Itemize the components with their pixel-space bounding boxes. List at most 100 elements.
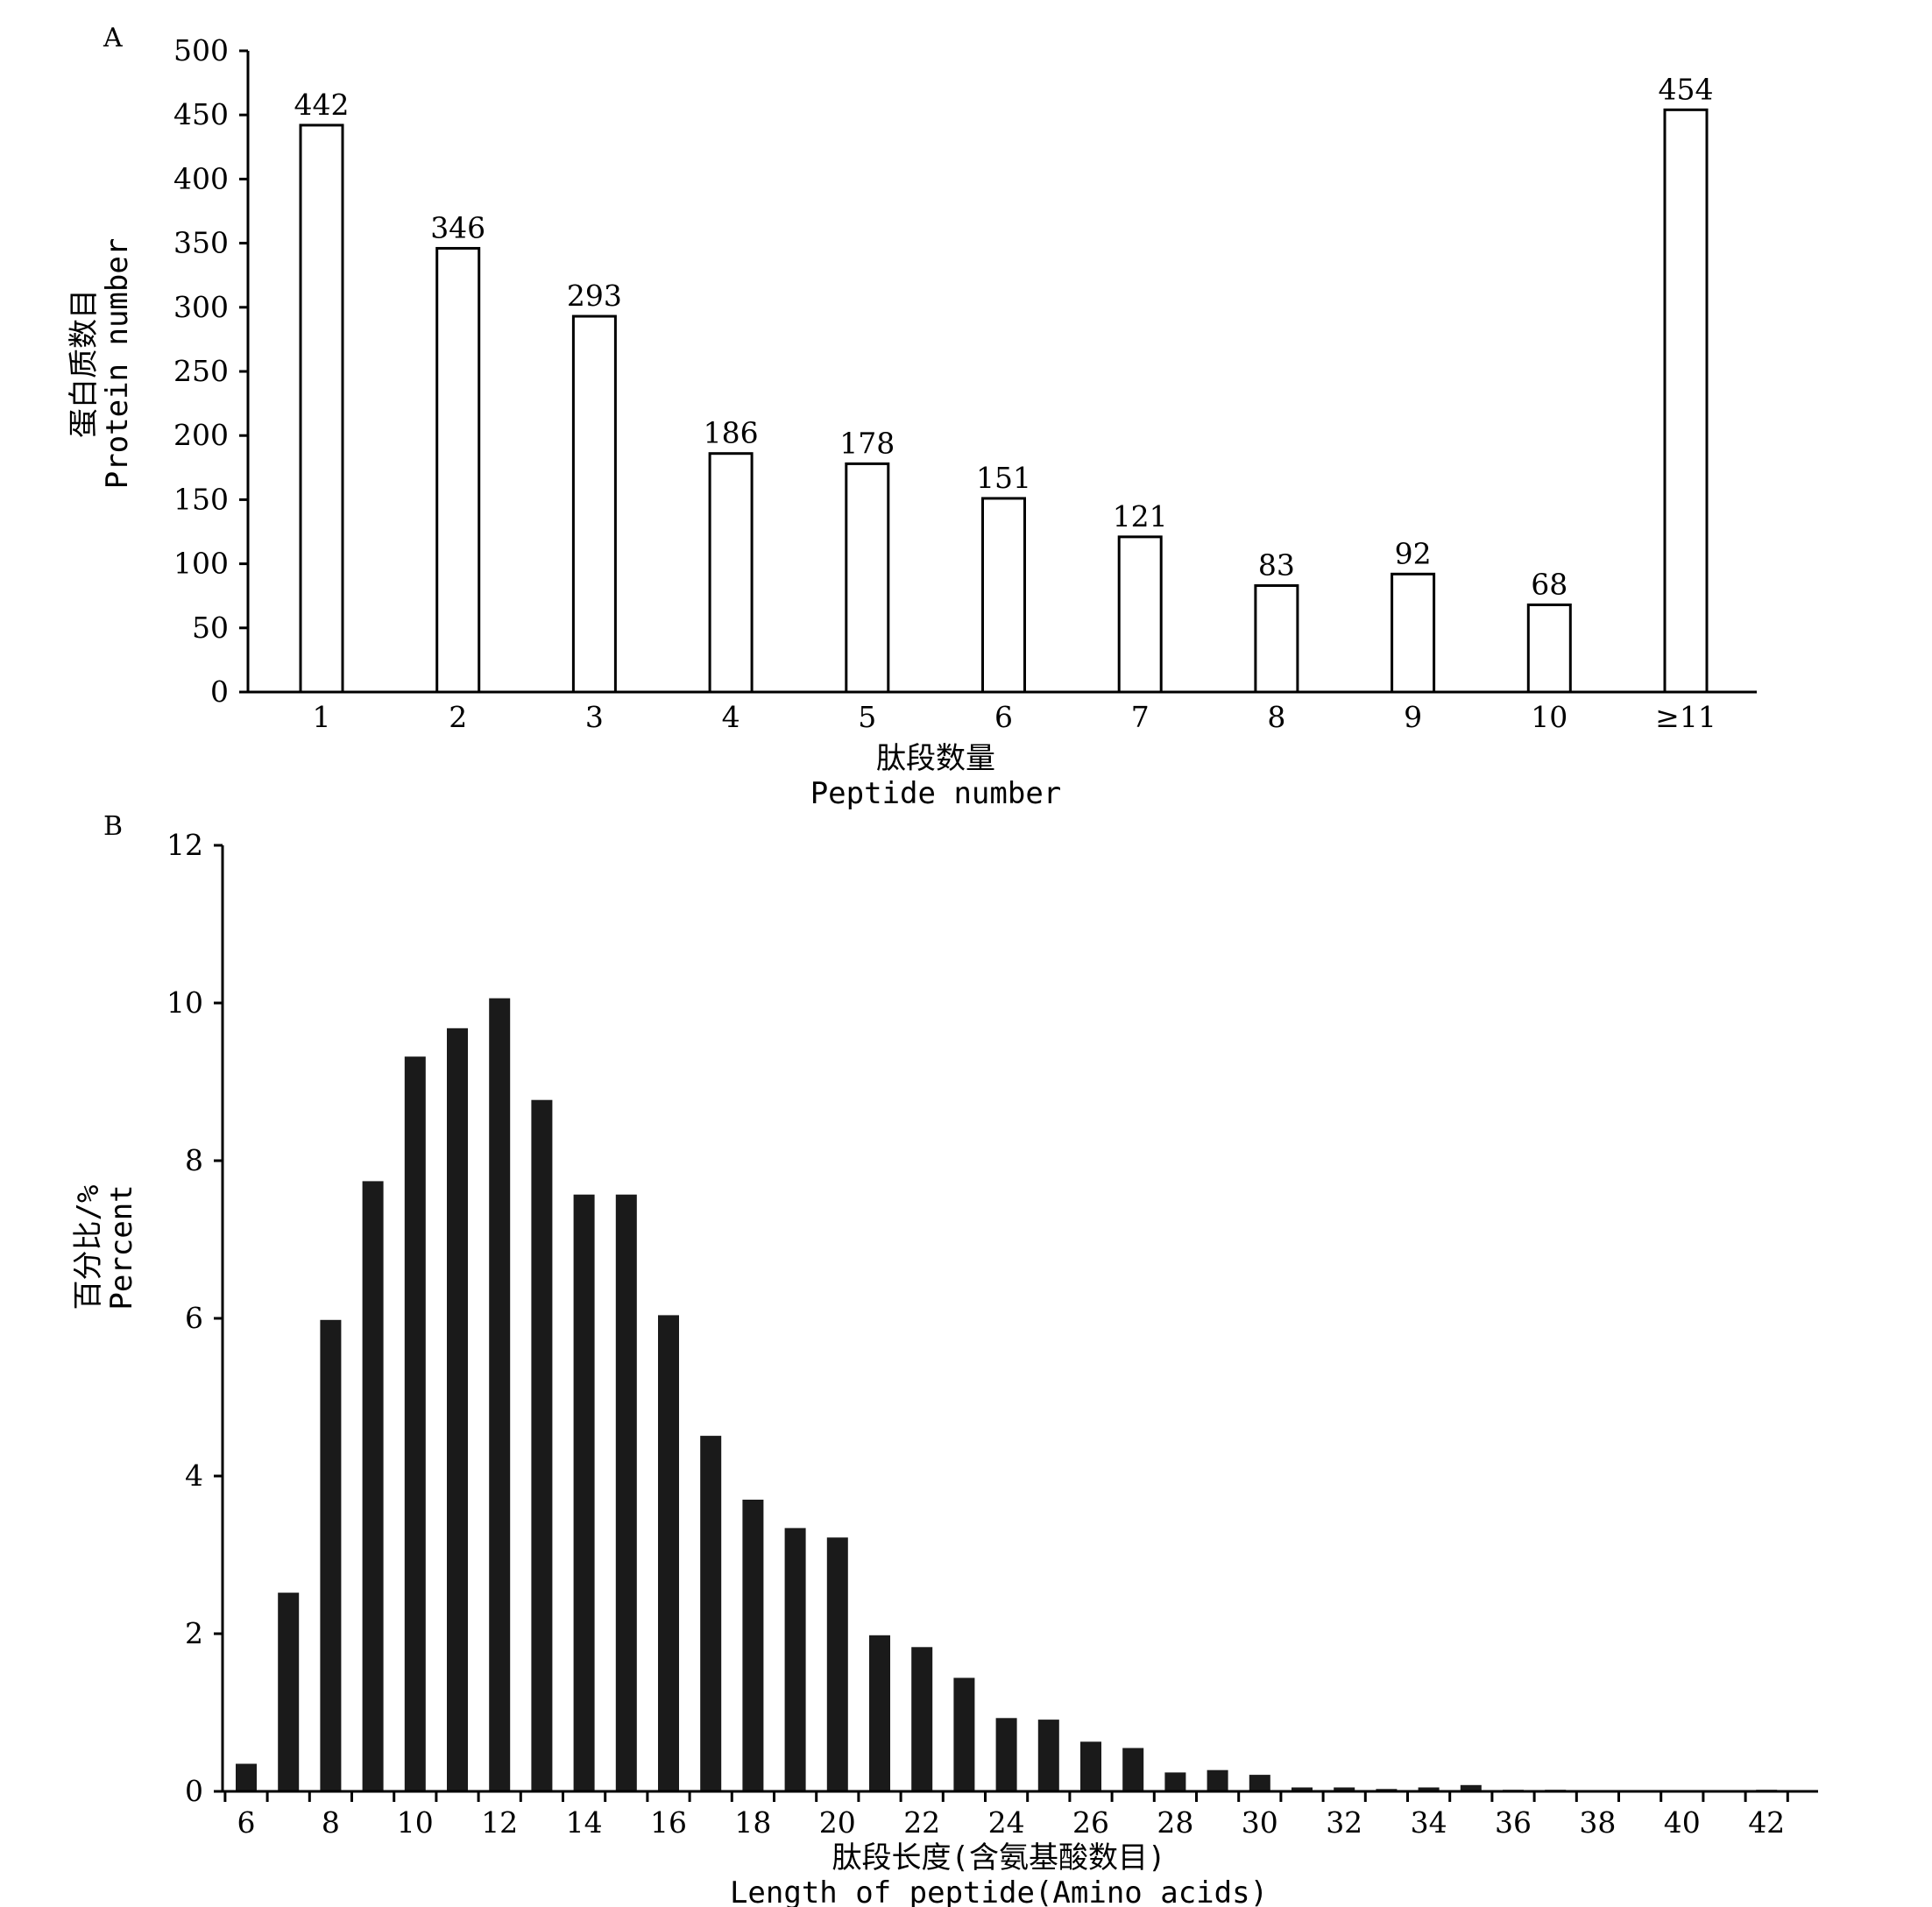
panel-b-x-tick-label: 32 <box>1326 1805 1362 1840</box>
panel-a-data-label: 83 <box>1258 547 1295 582</box>
panel-b-x-title-en: Length of peptide(Amino acids) <box>730 1875 1268 1907</box>
panel-b-bar <box>447 1028 468 1791</box>
panel-a-y-tick-label: 150 <box>173 482 229 516</box>
panel-a-letter: A <box>103 23 123 53</box>
panel-a-bar <box>571 314 617 694</box>
panel-b-y-tick-label: 0 <box>185 1774 203 1808</box>
panel-a-x-tick-label: 4 <box>722 700 740 734</box>
panel-b-x-tick-label: 14 <box>566 1805 603 1840</box>
panel-b-bar <box>1080 1741 1101 1791</box>
panel-a-x-tick-label: 5 <box>858 700 876 734</box>
panel-a-x-axis: 1 2 3 4 5 6 7 8 9 10 ≥11 <box>248 690 1757 734</box>
panel-a-y-tick-label: 350 <box>173 226 229 260</box>
panel-a-x-tick-label: 1 <box>313 700 331 734</box>
panel-a-data-label: 68 <box>1531 567 1568 601</box>
panel-b-y-tick-label: 6 <box>185 1301 203 1335</box>
panel-a-x-title-cn: 肽段数量 <box>876 741 995 776</box>
panel-b-bar <box>404 1056 426 1791</box>
panel-b-bar <box>1334 1787 1355 1791</box>
panel-b-bar <box>489 998 511 1791</box>
panel-a-data-label: 151 <box>976 461 1031 495</box>
panel-b-x-tick-label: 10 <box>397 1805 434 1840</box>
panel-a-y-title-cn: 蛋白质数目 <box>67 289 102 438</box>
panel-a-bar <box>1663 108 1709 694</box>
panel-b-bar <box>700 1436 722 1791</box>
panel-a-x-tick-label: ≥11 <box>1655 700 1716 734</box>
panel-a-x-tick-label: 9 <box>1404 700 1422 734</box>
panel-b-bar <box>953 1677 975 1791</box>
panel-b-x-tick-label: 40 <box>1664 1805 1701 1840</box>
panel-b-bar <box>362 1181 384 1791</box>
panel-b-bar <box>911 1647 933 1791</box>
panel-a-data-label: 293 <box>567 279 622 313</box>
panel-b-y-tick-label: 4 <box>185 1459 203 1493</box>
panel-b-bar <box>742 1500 764 1791</box>
panel-a-x-tick-label: 8 <box>1267 700 1285 734</box>
panel-a-bars <box>299 108 1709 694</box>
panel-a-bar <box>1526 603 1572 694</box>
panel-b-y-title-en: Percent <box>104 1184 139 1310</box>
panel-b-y-tick-label: 2 <box>185 1616 203 1650</box>
panel-a-x-title-en: Peptide number <box>810 776 1062 811</box>
panel-a-x-tick-label: 3 <box>585 700 604 734</box>
panel-a-data-label: 454 <box>1659 72 1714 106</box>
panel-a-data-label: 346 <box>430 210 485 244</box>
panel-a-y-tick-label: 400 <box>173 161 229 195</box>
panel-a-y-axis: 0 50 100 150 200 250 300 350 400 450 500 <box>173 33 250 709</box>
panel-b-bar <box>320 1319 342 1791</box>
panel-b-bar <box>1292 1787 1313 1791</box>
panel-b-x-tick-label: 16 <box>650 1805 687 1840</box>
panel-a-x-tick-label: 2 <box>449 700 467 734</box>
panel-a-x-tick-label: 10 <box>1531 700 1568 734</box>
panel-b-y-axis: 0 2 4 6 8 10 12 <box>166 828 224 1808</box>
panel-b-x-tick-label: 18 <box>734 1805 771 1840</box>
panel-b-x-tick-label: 42 <box>1748 1805 1785 1840</box>
panel-a-bar <box>299 124 344 694</box>
panel-a-bar <box>845 462 890 694</box>
panel-b-x-tick-label: 30 <box>1242 1805 1278 1840</box>
panel-b-x-tick-label: 24 <box>988 1805 1025 1840</box>
panel-a-y-tick-label: 0 <box>210 675 229 709</box>
panel-b-y-title-cn: 百分比/% <box>71 1185 106 1310</box>
panel-a-bar <box>435 246 481 694</box>
panel-a-y-tick-label: 50 <box>192 611 229 645</box>
panel-b-bar <box>531 1099 553 1791</box>
panel-b-x-tick-label: 38 <box>1579 1805 1616 1840</box>
panel-b-bar <box>236 1763 257 1791</box>
panel-a-bar <box>1254 583 1299 694</box>
panel-b-bar <box>1207 1769 1228 1791</box>
panel-b-bar <box>869 1635 890 1791</box>
panel-a-bar <box>1391 572 1436 694</box>
panel-a-y-tick-label: 450 <box>173 97 229 131</box>
panel-a-data-label: 121 <box>1113 499 1168 533</box>
panel-b-bar <box>1249 1775 1270 1791</box>
panel-b-x-tick-label: 22 <box>903 1805 940 1840</box>
panel-b-bar <box>1418 1787 1440 1791</box>
panel-a-y-tick-label: 200 <box>173 418 229 452</box>
panel-a-data-label: 92 <box>1395 536 1432 570</box>
panel-b-y-tick-label: 8 <box>185 1143 203 1177</box>
panel-b-bar <box>1164 1772 1186 1791</box>
panel-b-bar <box>784 1528 806 1791</box>
panel-a-bar <box>981 497 1026 694</box>
panel-b-bar <box>573 1194 595 1791</box>
panel-b-x-tick-label: 20 <box>819 1805 856 1840</box>
panel-a-bar <box>708 452 754 694</box>
panel-b-bar <box>1460 1784 1482 1791</box>
panel-b-y-tick-label: 10 <box>166 985 203 1020</box>
panel-a-data-label: 186 <box>704 416 759 450</box>
panel-b-bar <box>826 1537 848 1791</box>
panel-a-data-label: 442 <box>294 88 350 122</box>
panel-b-x-tick-label: 34 <box>1411 1805 1447 1840</box>
panel-a-y-tick-label: 500 <box>173 33 229 67</box>
panel-b-bar <box>615 1194 637 1791</box>
panel-a-y-tick-label: 300 <box>173 290 229 324</box>
panel-a-x-tick-label: 7 <box>1131 700 1150 734</box>
panel-a-x-tick-label: 6 <box>994 700 1013 734</box>
panel-b-bar <box>1122 1748 1144 1791</box>
panel-a-y-tick-label: 250 <box>173 354 229 388</box>
panel-a-y-title-en: Protein number <box>100 238 135 490</box>
panel-b-bar <box>995 1718 1017 1791</box>
